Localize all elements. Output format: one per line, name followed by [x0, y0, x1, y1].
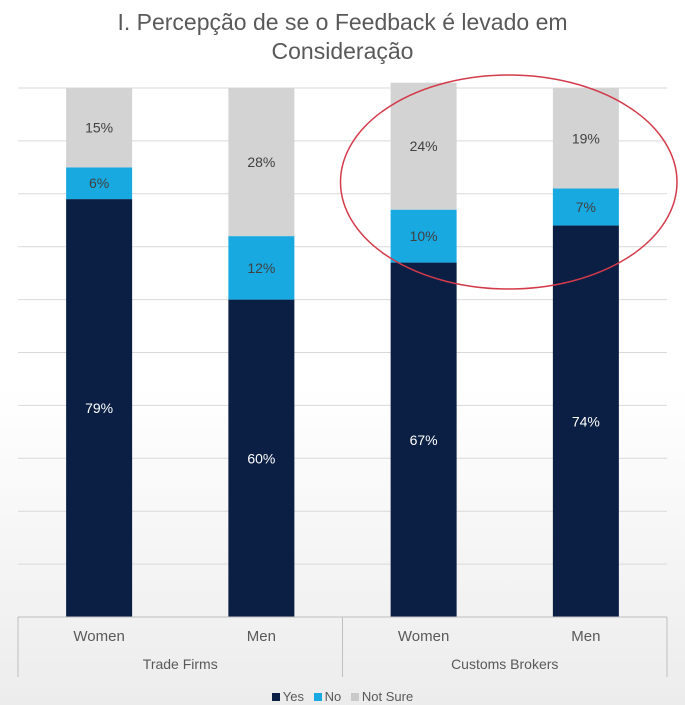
- data-label: 12%: [247, 260, 275, 276]
- bar-segment-not-sure: [390, 82, 457, 210]
- chart-legend: Yes No Not Sure: [0, 689, 685, 704]
- bar-segment-yes: [552, 225, 619, 618]
- bar-segment-no: [552, 188, 619, 226]
- data-label: 19%: [572, 130, 600, 146]
- legend-label-no: No: [324, 689, 342, 704]
- data-label: 67%: [410, 432, 438, 448]
- legend-label-not-sure: Not Sure: [361, 689, 414, 704]
- bar-segment-yes: [390, 262, 457, 617]
- data-label: 79%: [85, 400, 113, 416]
- legend-item-no: No: [313, 689, 342, 704]
- legend-swatch-no: [313, 693, 322, 701]
- data-label: 7%: [576, 199, 596, 215]
- legend-label-yes: Yes: [282, 689, 305, 704]
- chart-title: I. Percepção de se o Feedback é levado e…: [0, 8, 685, 66]
- bar-segment-not-sure: [228, 88, 295, 237]
- data-label: 10%: [410, 228, 438, 244]
- data-label: 6%: [89, 175, 109, 191]
- legend-item-not-sure: Not Sure: [350, 689, 414, 704]
- bar-segment-no: [66, 167, 133, 200]
- bar-segment-yes: [228, 299, 295, 617]
- highlight-ellipse: [339, 74, 678, 290]
- legend-swatch-yes: [271, 693, 280, 701]
- bar-segment-no: [390, 209, 457, 263]
- x-tick-label: Women: [73, 628, 124, 645]
- data-label: 60%: [247, 450, 275, 466]
- data-label: 28%: [247, 154, 275, 170]
- x-tick-label: Men: [247, 628, 276, 645]
- bar-segment-no: [228, 236, 295, 300]
- x-tick-label: Women: [398, 628, 449, 645]
- group-label: Customs Brokers: [451, 656, 558, 672]
- bar-segment-not-sure: [552, 88, 619, 189]
- chart-title-line-1: I. Percepção de se o Feedback é levado e…: [117, 9, 568, 35]
- data-label: 15%: [85, 120, 113, 136]
- data-label: 24%: [410, 138, 438, 154]
- bar-segment-yes: [66, 199, 133, 617]
- x-tick-label: Men: [571, 628, 600, 645]
- group-label: Trade Firms: [143, 656, 218, 672]
- legend-swatch-not-sure: [350, 693, 359, 701]
- data-label: 74%: [572, 413, 600, 429]
- bar-segment-not-sure: [66, 88, 133, 168]
- chart-title-line-2: Consideração: [271, 38, 414, 64]
- legend-item-yes: Yes: [271, 689, 305, 704]
